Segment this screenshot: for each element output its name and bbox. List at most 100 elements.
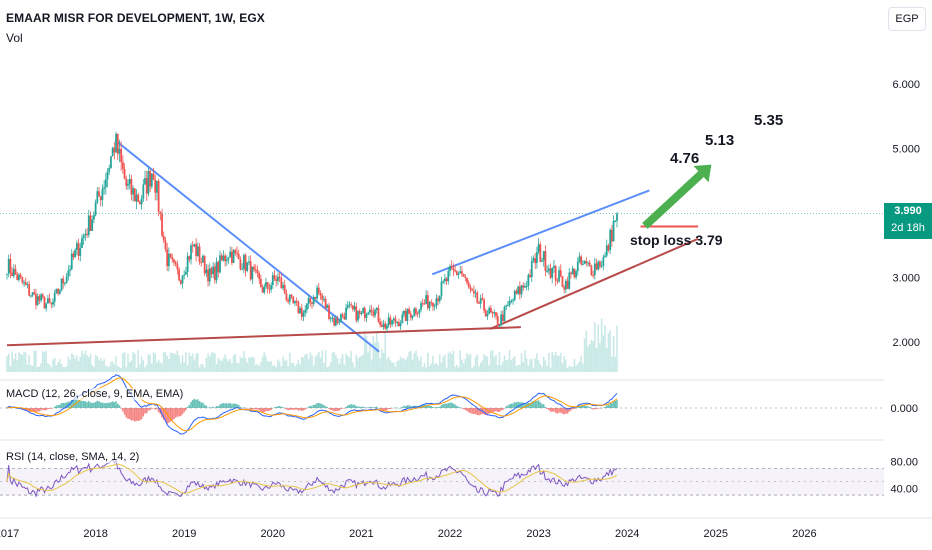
macd-histogram-bar (98, 401, 100, 408)
volume-bar (82, 354, 85, 372)
macd-histogram-bar (355, 406, 358, 408)
volume-bar (93, 366, 95, 372)
candle-body (101, 189, 104, 201)
candle-body (522, 285, 525, 288)
volume-bar (348, 357, 351, 372)
candle-body (430, 302, 433, 304)
candle-body (467, 282, 470, 288)
volume-bar (140, 356, 143, 372)
macd-histogram-bar (57, 405, 59, 408)
candle-body (171, 256, 174, 260)
macd-histogram-bar (52, 408, 54, 409)
macd-histogram-bar (319, 403, 322, 408)
candle-body (84, 233, 87, 236)
volume-bar (609, 330, 611, 372)
macd-histogram-bar (186, 406, 189, 408)
candle-body (188, 256, 191, 260)
macd-histogram-bar (79, 401, 82, 408)
volume-bar (161, 363, 163, 372)
volume-bar (205, 357, 208, 372)
volume-bar (7, 353, 10, 372)
macd-histogram-bar (59, 404, 61, 408)
macd-histogram-bar (561, 408, 564, 414)
volume-bar (467, 355, 470, 372)
candle-body (493, 312, 496, 314)
macd-histogram-bar (157, 408, 160, 413)
volume-bar (573, 358, 576, 372)
macd-histogram-bar (312, 404, 315, 408)
volume-bar (534, 358, 536, 372)
volume-bar (595, 348, 598, 372)
candle-body (600, 265, 603, 267)
macd-histogram-bar (529, 403, 531, 408)
volume-bar (530, 358, 533, 372)
volume-bar (225, 358, 228, 372)
macd-histogram-bar (142, 408, 145, 417)
volume-bar (6, 356, 8, 372)
volume-bar (149, 354, 151, 372)
volume-bar (120, 367, 122, 372)
candle-body (375, 308, 378, 310)
bar-countdown: 2d 18h (891, 222, 925, 234)
volume-bar (524, 350, 526, 372)
macd-tick-label: 0.000 (890, 403, 918, 415)
volume-bar (294, 365, 296, 372)
candle-body (277, 276, 279, 282)
macd-histogram-bar (336, 408, 339, 411)
volume-bar (24, 352, 27, 372)
candle-body (433, 305, 436, 307)
macd-histogram-bar (253, 408, 255, 410)
volume-bar (125, 367, 128, 372)
candle-body (374, 309, 376, 316)
macd-histogram-bar (81, 400, 83, 408)
candle-body (265, 282, 267, 287)
volume-bar (554, 351, 557, 372)
volume-bar (168, 359, 170, 372)
candle-body (94, 202, 97, 216)
candle-body (367, 312, 370, 315)
macd-histogram-bar (554, 408, 557, 413)
volume-bar (258, 365, 260, 372)
candle-body (181, 275, 184, 284)
macd-histogram-bar (35, 408, 37, 413)
macd-histogram-bar (614, 400, 617, 408)
volume-bar (67, 356, 70, 372)
volume-bar (31, 365, 34, 372)
volume-bar (169, 352, 172, 372)
macd-histogram-bar (110, 402, 112, 408)
candle-body (7, 258, 10, 274)
volume-bar (498, 351, 501, 372)
candle-body (391, 320, 393, 325)
volume-bar (110, 361, 112, 372)
macd-histogram-bar (292, 408, 295, 410)
candle-body (314, 297, 317, 299)
macd-histogram-bar (486, 408, 489, 415)
macd-histogram-bar (137, 408, 139, 421)
volume-bar (282, 356, 284, 372)
volume-bar (239, 356, 242, 372)
volume-bar (178, 355, 180, 372)
macd-histogram-bar (178, 408, 180, 417)
volume-bar (208, 356, 211, 372)
candle-body (128, 179, 131, 184)
volume-bar (185, 352, 187, 372)
volume-bar (386, 358, 388, 372)
volume-bar (254, 365, 257, 372)
candle-body (549, 268, 552, 278)
target-label-3: 5.35 (754, 112, 784, 129)
candle-body (167, 253, 170, 267)
macd-histogram-bar (345, 406, 347, 408)
macd-histogram-bar (464, 408, 467, 410)
macd-histogram-bar (318, 403, 320, 408)
macd-histogram-bar (406, 405, 409, 408)
macd-histogram-bar (162, 408, 165, 420)
rsi-label[interactable]: RSI (14, close, SMA, 14, 2) (6, 451, 140, 463)
candle-body (222, 255, 225, 261)
macd-label[interactable]: MACD (12, 26, close, 9, EMA, EMA) (6, 388, 184, 400)
volume-bar (496, 365, 499, 372)
volume-bar (565, 359, 567, 372)
volume-bar (81, 350, 83, 372)
volume-bar (60, 363, 63, 372)
currency-button[interactable]: EGP (888, 7, 926, 31)
